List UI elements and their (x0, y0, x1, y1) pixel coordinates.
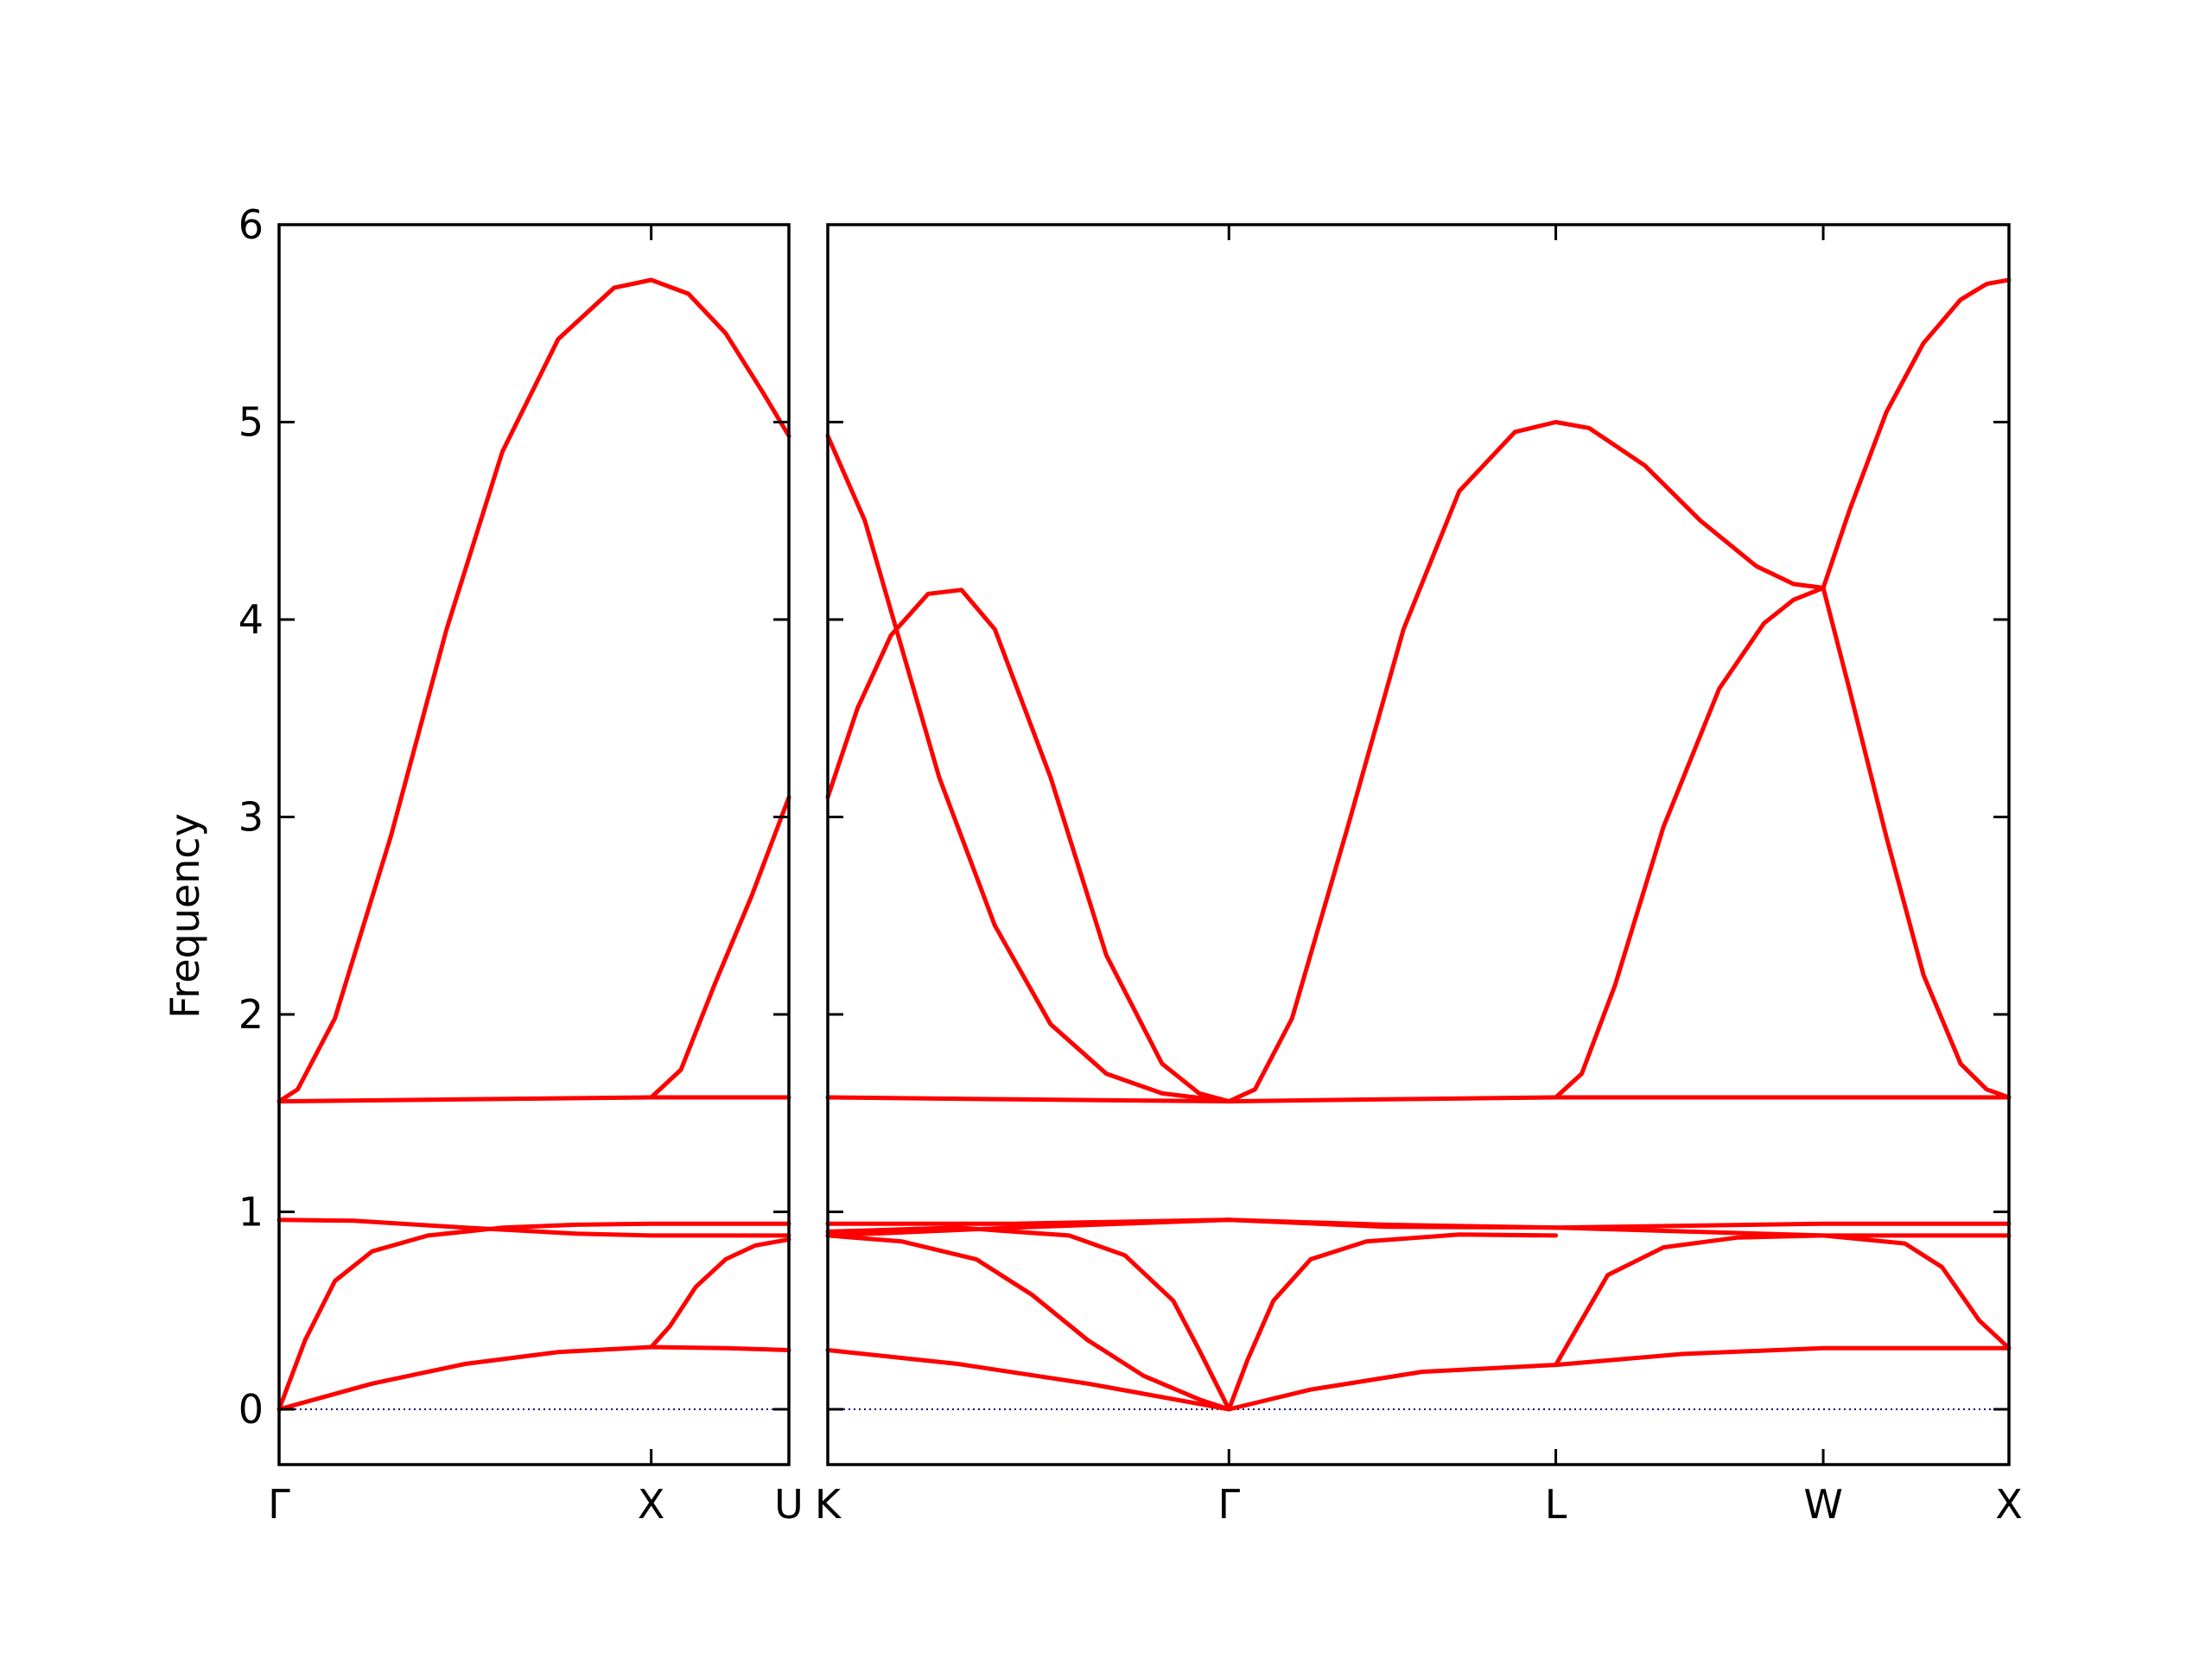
band-line-1-6 (825, 1095, 2012, 1104)
band-line-1-12 (825, 1348, 1231, 1412)
band-line-1-4 (1821, 277, 2012, 590)
x-tick-label: K (815, 1481, 842, 1528)
panel-frame (826, 223, 2011, 1466)
x-tick-label: Γ (1217, 1481, 1240, 1528)
y-tick-label: 3 (238, 794, 264, 841)
panel-frame (277, 223, 791, 1466)
band-line-1-2 (1226, 420, 1826, 1104)
x-tick-label: L (1545, 1481, 1567, 1528)
band-line-0-4 (276, 1221, 791, 1412)
band-line-1-10 (825, 1233, 1231, 1412)
band-line-1-0 (825, 434, 1231, 1104)
x-tick-label: Γ (268, 1481, 290, 1528)
band-line-1-1 (825, 588, 1231, 1104)
x-tick-label: X (1995, 1481, 2023, 1528)
y-tick-label: 5 (238, 399, 264, 446)
band-line-1-13 (1226, 1345, 2012, 1412)
band-line-1-9 (825, 1225, 1231, 1412)
y-tick-label: 0 (238, 1386, 264, 1433)
y-tick-label: 1 (238, 1189, 264, 1236)
y-axis-label: Frequency (162, 813, 208, 1019)
x-tick-label: U (774, 1481, 804, 1528)
chart-panels: Γ X U 0 1 2 3 4 5 6 K Γ L W X (238, 201, 2023, 1528)
band-line-0-2 (649, 795, 791, 1100)
y-tick-label: 2 (238, 991, 264, 1038)
band-line-0-1 (276, 1095, 791, 1104)
band-line-0-5 (276, 1344, 791, 1412)
x-tick-label: X (638, 1481, 665, 1528)
band-line-1-11 (1226, 1232, 1559, 1412)
band-line-0-0 (276, 277, 791, 1104)
band-line-1-3 (1554, 585, 1826, 1100)
y-tick-label: 4 (238, 596, 264, 643)
x-tick-label: W (1803, 1481, 1842, 1528)
panel-0: Γ X U 0 1 2 3 4 5 6 (238, 201, 804, 1528)
band-line-0-6 (649, 1237, 791, 1350)
band-line-0-3 (276, 1217, 791, 1238)
band-line-1-14 (1554, 1233, 2012, 1368)
band-line-1-5 (1821, 585, 2012, 1100)
y-tick-label: 6 (238, 201, 264, 248)
